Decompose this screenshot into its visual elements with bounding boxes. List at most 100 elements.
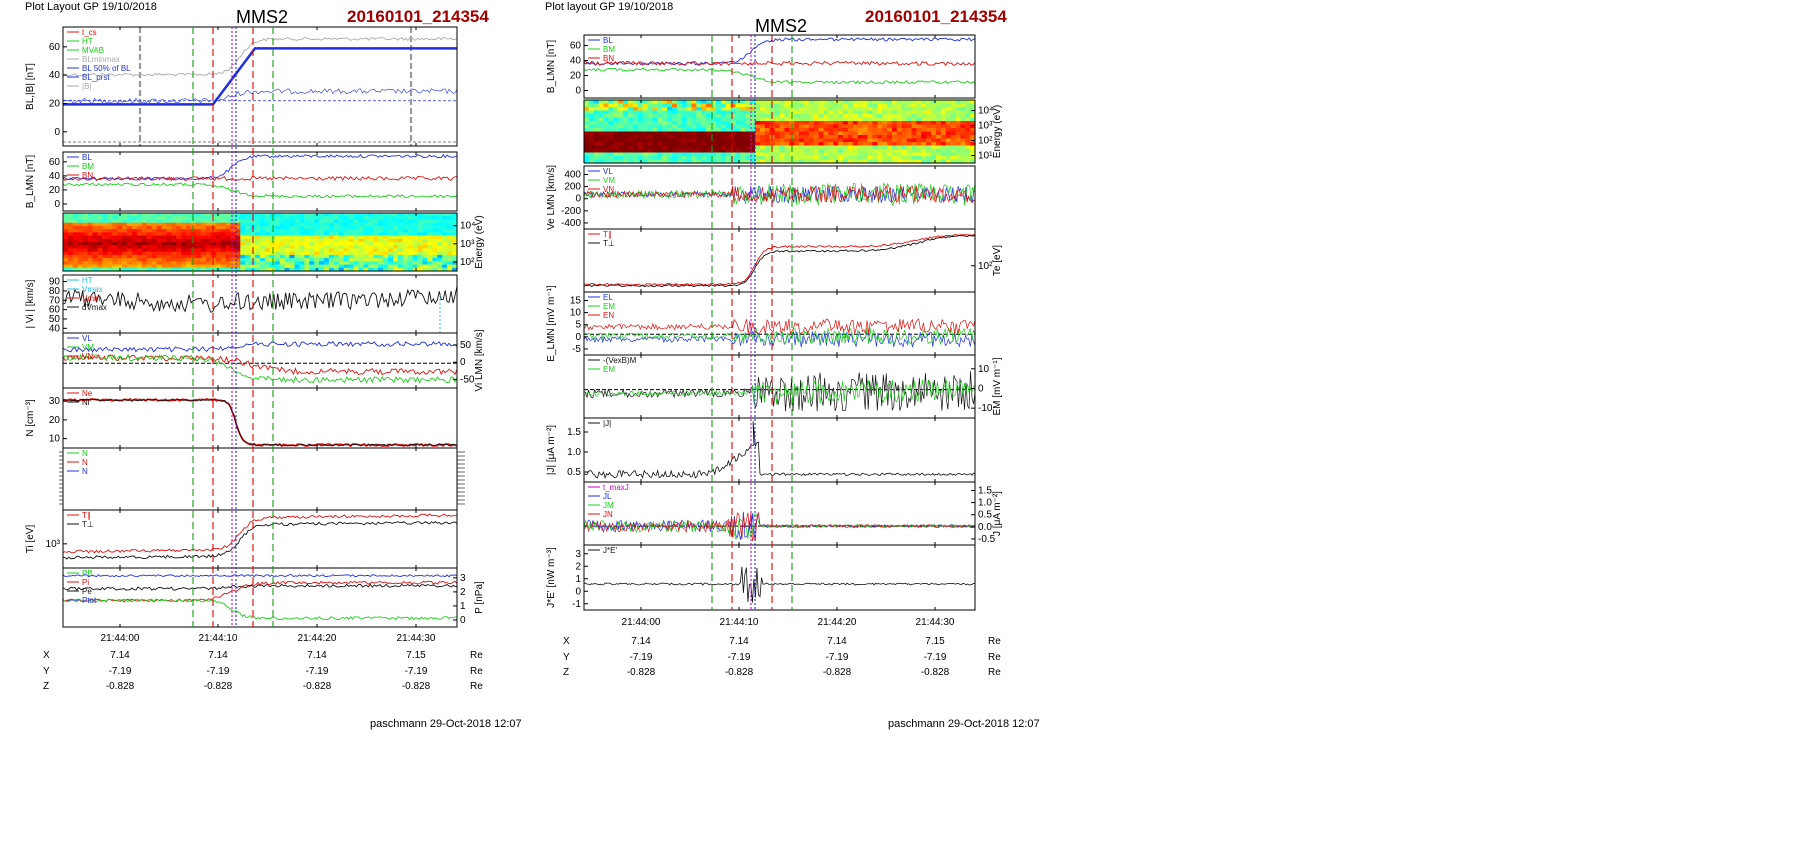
- spectrogram-cell: [750, 159, 756, 164]
- spectrogram-cell: [447, 238, 453, 243]
- spectrogram-cell: [711, 152, 717, 157]
- spectrogram-cell: [720, 103, 727, 108]
- spectrogram-cell: [965, 149, 971, 154]
- spectrogram-cell: [882, 100, 888, 105]
- spectrogram-cell: [740, 145, 746, 150]
- spectrogram-cell: [877, 156, 883, 161]
- spectrogram-cell: [363, 222, 369, 227]
- spectrogram-cell: [745, 159, 751, 164]
- spectrogram-cell: [442, 251, 448, 256]
- right-panel-te-frame: [583, 228, 976, 293]
- spectrogram-cell: [642, 121, 649, 126]
- spectrogram-cell: [647, 142, 653, 147]
- spectrogram-cell: [215, 222, 222, 227]
- spectrogram-cell: [412, 235, 419, 240]
- right-ve-ylabel: Ve LMN [km/s]: [546, 165, 557, 230]
- spectrogram-cell: [82, 222, 89, 227]
- spectrogram-cell: [161, 245, 167, 249]
- spectrogram-cell: [255, 213, 261, 217]
- spectrogram-cell: [87, 216, 94, 220]
- spectrogram-cell: [442, 219, 448, 224]
- spectrogram-cell: [368, 213, 374, 217]
- right-bm-line: [583, 67, 976, 85]
- spectrogram-cell: [452, 238, 458, 243]
- spectrogram-cell: [823, 152, 829, 157]
- spectrogram-cell: [823, 114, 829, 119]
- spectrogram-cell: [412, 222, 419, 227]
- spectrogram-cell: [696, 152, 702, 157]
- spectrogram-cell: [598, 124, 605, 129]
- spectrogram-cell: [373, 254, 379, 259]
- spectrogram-cell: [740, 103, 746, 108]
- spectrogram-cell: [353, 225, 360, 230]
- spectrogram-cell: [353, 245, 360, 249]
- left-panel-bl-frame: [62, 26, 458, 147]
- spectrogram-cell: [940, 138, 947, 143]
- right-event-id: 20160101_214354: [865, 7, 1007, 26]
- spectrogram-cell: [760, 138, 766, 143]
- spectrogram-cell: [437, 251, 443, 256]
- spectrogram-cell: [794, 103, 800, 108]
- spectrogram-cell: [637, 138, 644, 143]
- spectrogram-cell: [102, 261, 108, 266]
- spectrogram-cell: [417, 229, 424, 233]
- right-ephemeris-label: Y: [563, 652, 570, 663]
- spectrogram-cell: [779, 131, 785, 136]
- spectrogram-cell: [813, 107, 820, 112]
- spectrogram-cell: [176, 216, 182, 220]
- spectrogram-cell: [637, 152, 644, 157]
- spectrogram-cell: [877, 121, 883, 126]
- spectrogram-cell: [442, 238, 448, 243]
- spectrogram-cell: [393, 261, 399, 266]
- spectrogram-cell: [652, 128, 658, 133]
- spectrogram-cell: [823, 124, 829, 129]
- spectrogram-cell: [750, 135, 756, 140]
- spectrogram-cell: [720, 159, 727, 164]
- spectrogram-cell: [383, 216, 389, 220]
- spectrogram-cell: [314, 219, 320, 224]
- spectrogram-cell: [618, 100, 624, 105]
- spectrogram-cell: [225, 213, 231, 217]
- spectrogram-cell: [588, 128, 595, 133]
- spectrogram-cell: [945, 152, 952, 157]
- spectrogram-cell: [107, 235, 113, 240]
- spectrogram-cell: [368, 264, 374, 269]
- spectrogram-cell: [299, 242, 305, 246]
- spectrogram-cell: [628, 159, 634, 164]
- spectrogram-cell: [72, 232, 79, 237]
- spectrogram-cell: [328, 248, 335, 253]
- spectrogram-cell: [906, 138, 913, 143]
- spectrogram-cell: [618, 128, 624, 133]
- spectrogram-cell: [72, 248, 79, 253]
- spectrogram-cell: [146, 235, 153, 240]
- spectrogram-cell: [264, 225, 271, 230]
- spectrogram-cell: [388, 261, 394, 266]
- spectrogram-cell: [779, 149, 785, 154]
- right-elmn-ytick-label: 5: [575, 320, 581, 331]
- spectrogram-cell: [955, 159, 961, 164]
- spectrogram-cell: [358, 238, 364, 243]
- left-pres-ytick-label: 0: [460, 615, 466, 626]
- spectrogram-cell: [691, 124, 697, 129]
- spectrogram-cell: [872, 142, 878, 147]
- spectrogram-cell: [373, 242, 379, 246]
- spectrogram-cell: [955, 128, 961, 133]
- spectrogram-cell: [166, 216, 172, 220]
- spectrogram-cell: [628, 131, 634, 136]
- spectrogram-cell: [122, 216, 128, 220]
- spectrogram-cell: [657, 138, 663, 143]
- spectrogram-cell: [200, 216, 207, 220]
- spectrogram-cell: [735, 103, 741, 108]
- spectrogram-cell: [838, 103, 844, 108]
- spectrogram-cell: [324, 232, 330, 237]
- spectrogram-cell: [378, 245, 384, 249]
- spectrogram-cell: [393, 245, 399, 249]
- spectrogram-cell: [200, 235, 207, 240]
- spectrogram-cell: [181, 254, 187, 259]
- spectrogram-cell: [348, 232, 355, 237]
- spectrogram-cell: [598, 121, 605, 126]
- spectrogram-cell: [843, 124, 849, 129]
- spectrogram-cell: [264, 238, 271, 243]
- spectrogram-cell: [181, 258, 187, 262]
- spectrogram-cell: [107, 248, 113, 253]
